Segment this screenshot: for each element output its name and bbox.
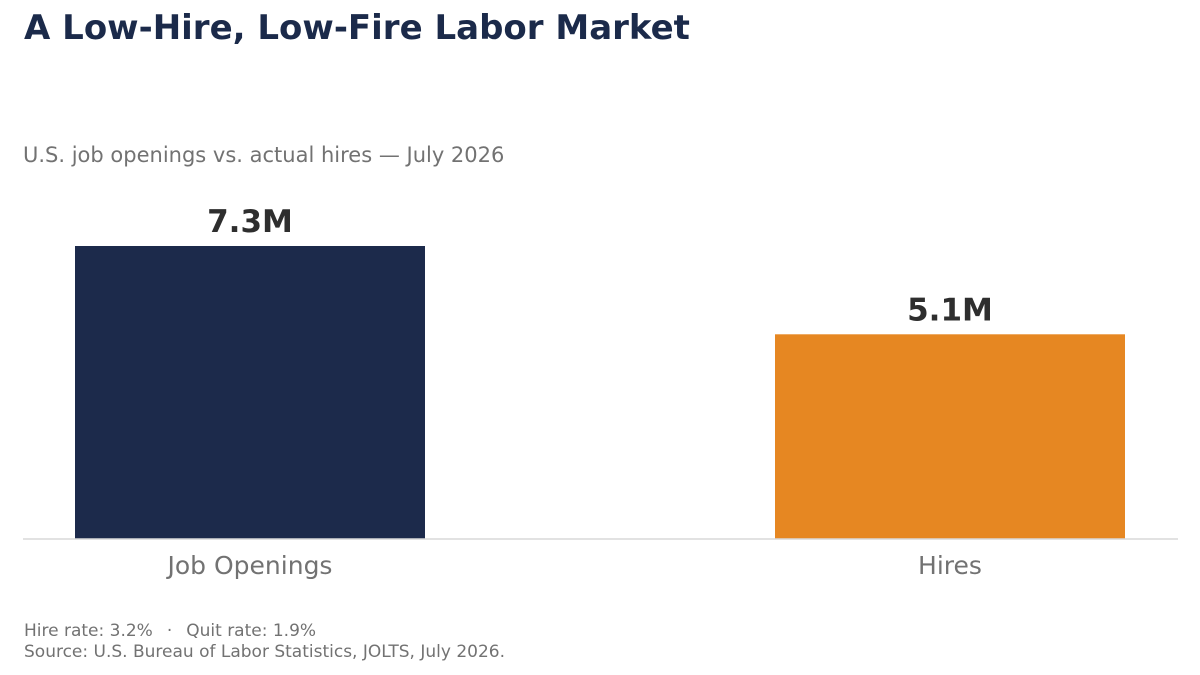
- source-note: Source: U.S. Bureau of Labor Statistics,…: [24, 642, 506, 662]
- value-label-job-openings: 7.3M: [207, 204, 293, 240]
- bar-job-openings: [75, 246, 425, 539]
- chart-subtitle: U.S. job openings vs. actual hires — Jul…: [23, 143, 505, 167]
- bars-group: [75, 246, 1125, 539]
- chart-footer: Hire rate: 3.2% · Quit rate: 1.9% Source: …: [24, 621, 505, 663]
- quit-rate-text: Quit rate: 1.9%: [186, 621, 317, 641]
- chart-title: A Low-Hire, Low-Fire Labor Market: [24, 8, 690, 48]
- bar-hires: [775, 334, 1125, 539]
- value-labels-group: 7.3M 5.1M: [207, 204, 993, 328]
- category-label-hires: Hires: [918, 551, 982, 580]
- value-label-hires: 5.1M: [907, 292, 993, 328]
- rates-line: Hire rate: 3.2% · Quit rate: 1.9%: [24, 621, 505, 642]
- separator-dot: ·: [166, 621, 173, 641]
- hire-rate-text: Hire rate: 3.2%: [24, 621, 153, 641]
- category-labels-group: Job Openings Hires: [166, 551, 982, 580]
- category-label-job-openings: Job Openings: [166, 551, 333, 580]
